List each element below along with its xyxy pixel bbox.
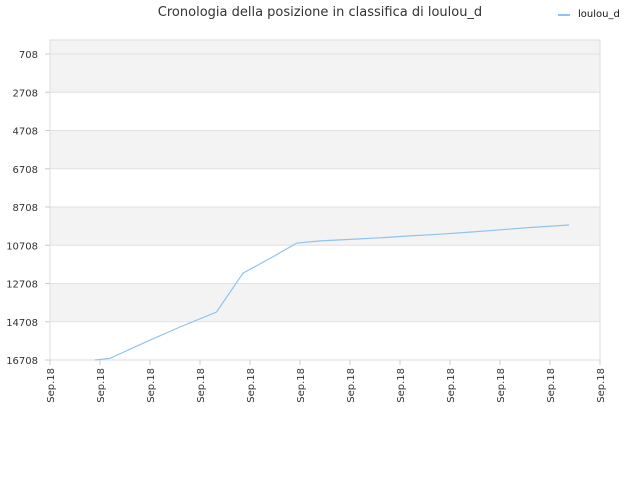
series-line-loulou_d <box>94 224 570 361</box>
y-tick-label: 4708 <box>13 127 38 138</box>
plot-band <box>50 40 600 93</box>
plot-border <box>49 39 601 361</box>
x-tick-label: Sep.18 <box>546 368 557 403</box>
y-tick-label: 2708 <box>13 88 38 99</box>
x-tick-label: Sep.18 <box>246 368 257 403</box>
x-tick-label: Sep.18 <box>46 368 57 403</box>
x-tick-label: Sep.18 <box>146 368 157 403</box>
y-tick-label: 14708 <box>6 318 38 329</box>
y-tick-label: 12708 <box>6 280 38 291</box>
y-tick-label: 6708 <box>13 165 38 176</box>
y-tick-label: 16708 <box>6 356 38 367</box>
x-tick-label: Sep.18 <box>446 368 457 403</box>
x-tick-label: Sep.18 <box>496 368 507 403</box>
legend-swatch <box>558 13 570 16</box>
plot-band <box>50 207 600 246</box>
y-tick-label: 8708 <box>13 203 38 214</box>
x-tick-label: Sep.18 <box>296 368 307 403</box>
y-tick-label: 708 <box>19 50 38 61</box>
y-tick-label: 10708 <box>6 241 38 252</box>
plot-band <box>50 283 600 322</box>
x-axis-ticks: Sep.18 Sep.18 Sep.18 Sep.18 Sep.18 Sep.18 Sep.… <box>46 360 607 403</box>
chart-title: Cronologia della posizione in classifica… <box>157 5 483 20</box>
x-tick-label: Sep.18 <box>596 368 607 403</box>
y-axis-ticks: 708 2708 4708 6708 8708 10708 12708 14708 16708 <box>6 50 50 367</box>
plot-background-bands <box>50 40 600 322</box>
x-tick-label: Sep.18 <box>396 368 407 403</box>
plot-band <box>50 130 600 169</box>
x-tick-label: Sep.18 <box>96 368 107 403</box>
x-tick-label: Sep.18 <box>196 368 207 403</box>
series-group <box>94 224 570 361</box>
legend-label: loulou_d <box>578 9 620 20</box>
x-tick-label: Sep.18 <box>346 368 357 403</box>
legend[interactable]: loulou_d <box>558 9 620 20</box>
